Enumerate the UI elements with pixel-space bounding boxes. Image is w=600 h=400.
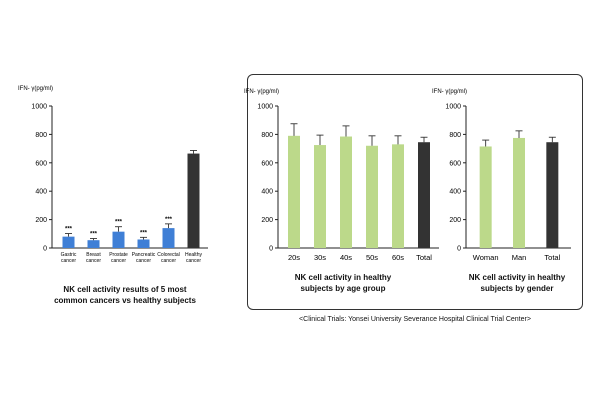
y-axis-label: IFN- γ(pg/ml)	[244, 89, 279, 95]
source-footnote: <Clinical Trials: Yonsei University Seve…	[299, 316, 531, 323]
y-tick-label: 800	[261, 132, 273, 139]
x-tick-label: Woman	[473, 253, 499, 262]
x-tick-label: cancer	[86, 258, 101, 264]
caption-gender: NK cell activity in healthy subjects by …	[452, 272, 582, 294]
x-tick-label: Pancreatic	[132, 252, 156, 258]
caption-line: NK cell activity in healthy	[294, 273, 392, 282]
bar	[513, 137, 525, 248]
significance-label: ***	[165, 217, 173, 223]
y-tick-label: 200	[261, 217, 273, 224]
y-tick-label: 0	[269, 246, 273, 253]
bar	[112, 231, 125, 248]
y-axis-label: IFN- γ(pg/ml)	[432, 89, 467, 95]
bar	[62, 236, 75, 248]
bar	[314, 145, 326, 248]
x-tick-label: Breast	[86, 252, 101, 258]
significance-label: ***	[65, 227, 73, 233]
caption-line: subjects by age group	[300, 284, 386, 293]
y-tick-label: 400	[261, 189, 273, 196]
y-tick-label: 600	[35, 160, 47, 167]
x-tick-label: cancer	[161, 258, 176, 264]
x-tick-label: cancer	[61, 258, 76, 264]
bar	[479, 146, 492, 248]
x-tick-label: 30s	[314, 253, 326, 262]
y-tick-label: 1000	[445, 104, 461, 111]
caption-line: NK cell activity in healthy	[468, 273, 566, 282]
bar	[392, 144, 404, 248]
x-tick-label: cancer	[186, 258, 201, 264]
significance-label: ***	[90, 231, 98, 237]
caption-line: subjects by gender	[480, 284, 554, 293]
y-tick-label: 800	[449, 132, 461, 139]
y-tick-label: 600	[449, 160, 461, 167]
bar	[87, 240, 100, 248]
x-tick-label: Gastric	[61, 252, 77, 258]
x-tick-label: 60s	[392, 253, 404, 262]
x-tick-label: 50s	[366, 253, 378, 262]
caption-age-group: NK cell activity in healthy subjects by …	[268, 272, 418, 294]
bar	[366, 145, 378, 248]
significance-label: ***	[115, 220, 123, 226]
caption-line: common cancers vs healthy subjects	[54, 296, 196, 305]
y-tick-label: 1000	[31, 104, 47, 111]
bar	[546, 142, 559, 248]
bar	[187, 153, 200, 248]
y-axis-label: IFN- γ(pg/ml)	[18, 86, 53, 92]
bar	[340, 136, 352, 248]
y-tick-label: 200	[449, 217, 461, 224]
y-tick-label: 600	[261, 160, 273, 167]
x-tick-label: 40s	[340, 253, 352, 262]
caption-line: NK cell activity results of 5 most	[63, 285, 187, 294]
y-tick-label: 0	[43, 246, 47, 253]
caption-cancer-vs-healthy: NK cell activity results of 5 most commo…	[30, 284, 220, 306]
bar	[137, 239, 150, 248]
bar	[288, 135, 300, 248]
x-tick-label: Prostate	[109, 252, 128, 258]
significance-label: ***	[140, 230, 148, 236]
x-tick-label: cancer	[136, 258, 151, 264]
y-tick-label: 200	[35, 217, 47, 224]
x-tick-label: 20s	[288, 253, 300, 262]
clinical-trial-panel-frame	[247, 74, 583, 310]
x-tick-label: cancer	[111, 258, 126, 264]
bar	[418, 142, 430, 248]
x-tick-label: Man	[512, 253, 527, 262]
x-tick-label: Colorectal	[157, 252, 180, 258]
x-tick-label: Healthy	[185, 252, 202, 258]
y-tick-label: 800	[35, 132, 47, 139]
y-tick-label: 400	[449, 189, 461, 196]
x-tick-label: Total	[544, 253, 560, 262]
y-tick-label: 1000	[257, 104, 273, 111]
y-tick-label: 400	[35, 189, 47, 196]
x-tick-label: Total	[416, 253, 432, 262]
y-tick-label: 0	[457, 246, 461, 253]
bar	[162, 228, 175, 248]
